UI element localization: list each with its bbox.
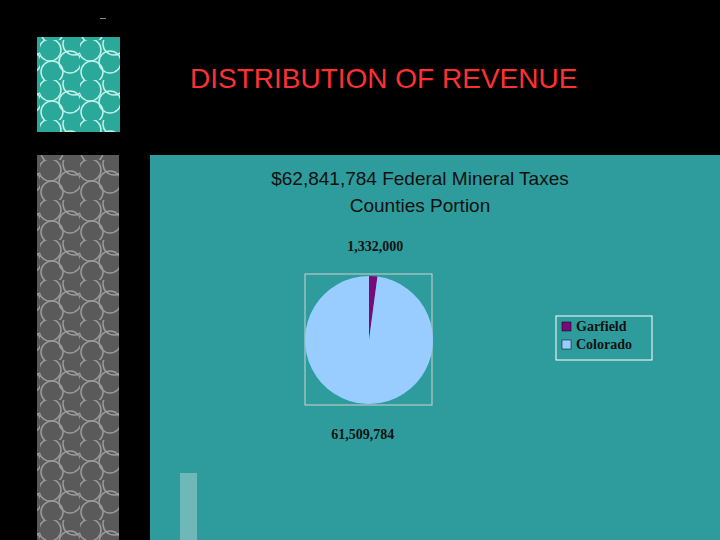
legend-swatch: [562, 322, 571, 331]
decoration: [37, 155, 119, 540]
chart-subtitle: Counties Portion: [350, 195, 490, 216]
chart-title: $62,841,784 Federal Mineral Taxes: [271, 168, 569, 189]
decoration: [37, 37, 120, 132]
legend: Garfield Colorado: [556, 316, 652, 360]
legend-label: Colorado: [576, 337, 632, 352]
data-label: 1,332,000: [347, 239, 403, 254]
legend-swatch: [562, 340, 571, 349]
decoration: [180, 473, 197, 540]
background: [0, 0, 720, 540]
data-label: 61,509,784: [331, 427, 394, 442]
data-labels: 1,332,000 61,509,784: [331, 239, 403, 442]
decoration: [100, 18, 106, 19]
pie: [305, 276, 433, 404]
chart-panel: [150, 155, 720, 540]
slide: DISTRIBUTION OF REVENUE $62,841,784 Feder…: [0, 0, 720, 540]
plot-frame: [305, 274, 432, 405]
slide-title: DISTRIBUTION OF REVENUE: [190, 63, 577, 94]
pie-slice: [305, 276, 433, 404]
legend-label: Garfield: [576, 319, 627, 334]
legend-frame: [556, 316, 652, 360]
